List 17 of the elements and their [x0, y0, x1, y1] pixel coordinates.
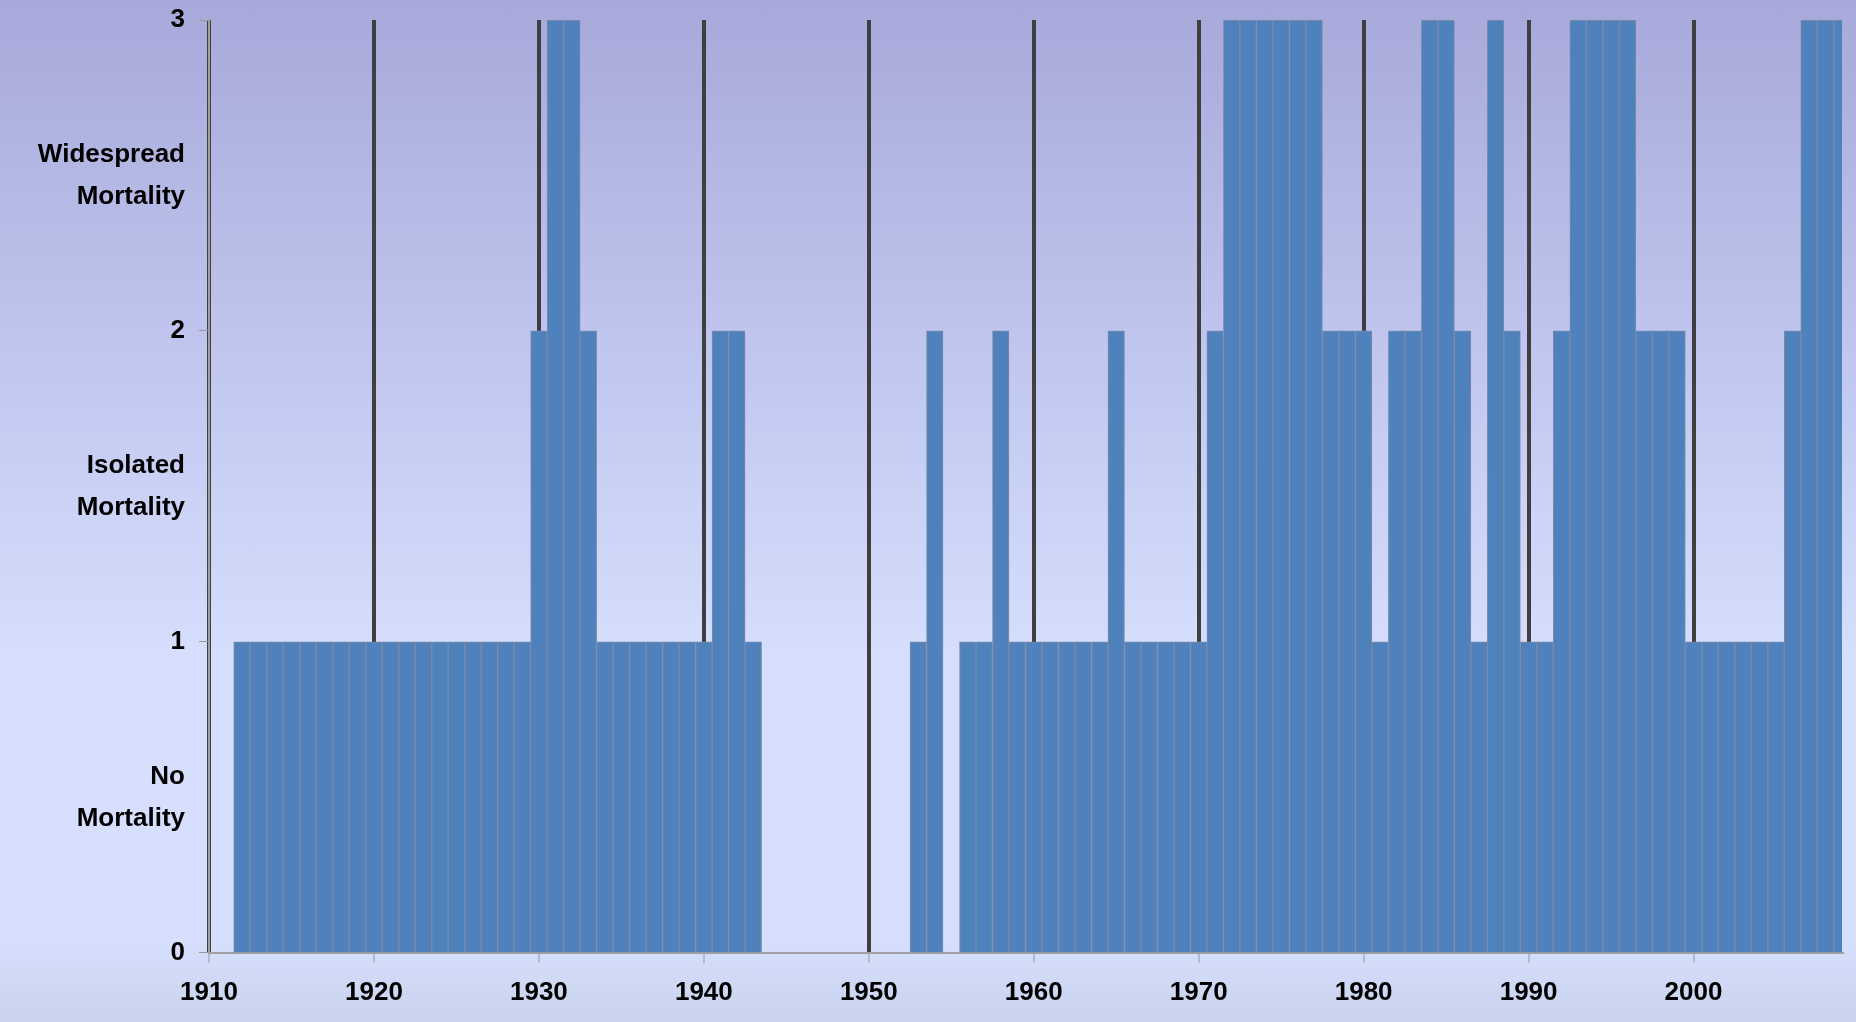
y-tick-label: 1 [170, 625, 185, 656]
y-tick-label: 0 [170, 935, 185, 966]
y-tick-label: Widespread Mortality [37, 137, 186, 210]
x-tick-label: 1960 [1004, 975, 1063, 1006]
x-tick-label: 1980 [1334, 975, 1393, 1006]
y-tick-label: 3 [170, 3, 185, 34]
y-tick-label: 2 [170, 314, 185, 345]
x-tick-label: 1990 [1499, 975, 1558, 1006]
x-tick-label: 1950 [839, 975, 898, 1006]
y-tick-label: No Mortality [76, 759, 186, 832]
x-tick-label: 1970 [1169, 975, 1228, 1006]
x-tick-label: 1920 [345, 975, 403, 1006]
y-tick-label: Isolated Mortality [76, 448, 186, 521]
x-tick-label: 1940 [674, 975, 733, 1006]
x-tick-label: 2000 [1664, 975, 1723, 1006]
x-tick-label: 1910 [180, 975, 238, 1006]
x-tick-label: 1930 [509, 975, 568, 1006]
